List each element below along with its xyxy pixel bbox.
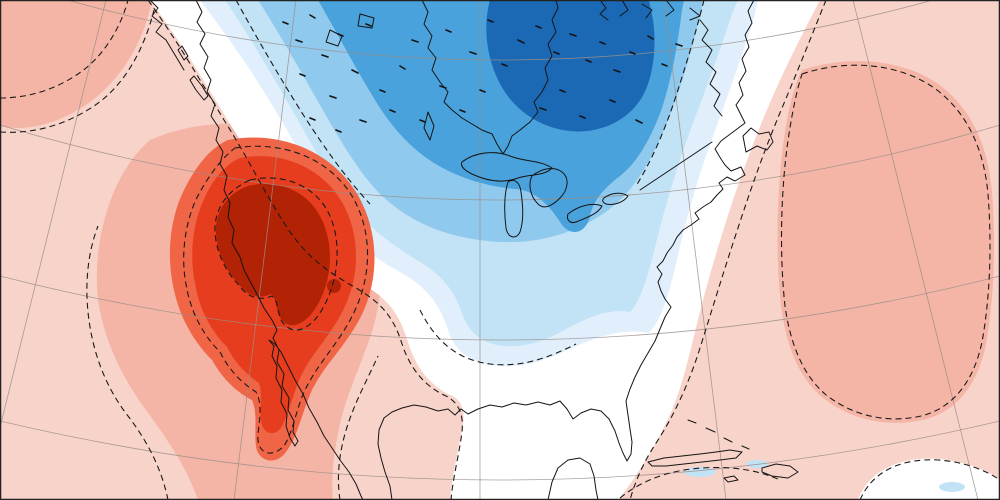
cold-spot-caribbean-1: [684, 467, 716, 477]
canadian-lakes-specks: [282, 14, 683, 133]
graticule-meridian-1: [0, 0, 107, 430]
hudson-bay-outline: [421, 0, 559, 155]
contour-caribbean: [619, 467, 781, 499]
contour-bottomright: [859, 459, 1000, 500]
contour-warm-core: [214, 177, 338, 331]
contour-cold-west-boundary: [147, 0, 463, 500]
warm-anomaly-topleft-blob: [0, 0, 152, 128]
graticule-parallel-3: [0, 275, 1000, 341]
gulf-atlantic-coastline: [377, 0, 755, 500]
graticule-parallel-1: [65, 0, 935, 61]
graticule-meridian-2: [233, 0, 297, 500]
graticule-parallel-2: [0, 124, 1000, 201]
neutral-bottomright-patch: [858, 458, 1000, 500]
arctic-labrador-coast: [325, 0, 723, 191]
cold-spot-caribbean-2: [746, 460, 768, 468]
caribbean-islands: [547, 419, 799, 500]
pacific-coastline: [195, 0, 364, 500]
contour-east-warm-blob: [780, 64, 991, 420]
contour-cold-inner-west: [235, 0, 371, 205]
cold-spot-bottomright: [939, 482, 965, 492]
graticule-meridian-5: [852, 0, 979, 500]
cold-anomaly-core: [486, 0, 655, 132]
warm-anomaly-core: [215, 183, 330, 326]
graticule-parallel-4: [0, 420, 1000, 481]
great-lakes-outline: [461, 152, 629, 238]
contour-topleft-2: [0, 0, 129, 99]
warm-core-speck: [327, 279, 341, 293]
contour-warm-outer: [183, 145, 369, 454]
contour-east-boundary: [629, 0, 827, 500]
warm-anomaly-east-blob: [777, 61, 994, 423]
newfoundland-island: [742, 127, 774, 153]
coastlines: [149, 0, 799, 500]
graticule-meridian-4: [663, 0, 727, 500]
contour-cold-south-tongue: [419, 309, 577, 366]
west-coast-islands: [149, 0, 209, 101]
contour-southwest-2: [337, 355, 379, 500]
